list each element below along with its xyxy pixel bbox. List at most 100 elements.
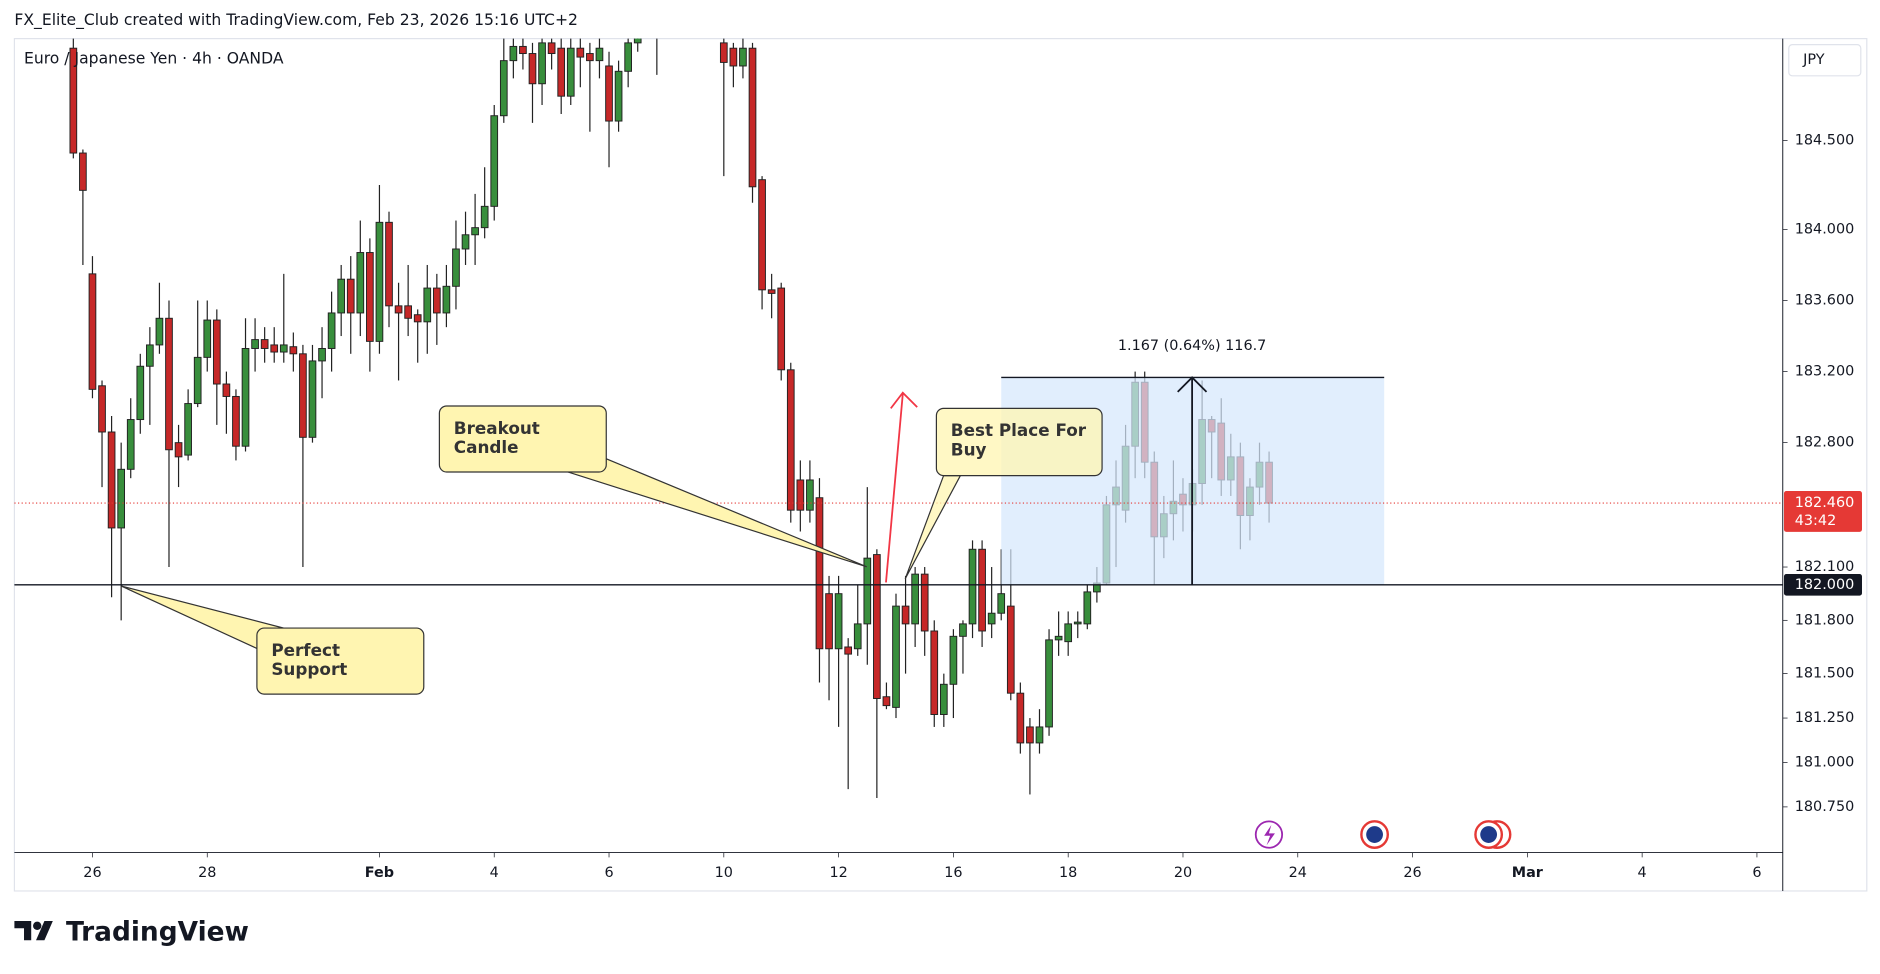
candle-body xyxy=(337,278,346,314)
x-tick-label: 12 xyxy=(829,865,847,881)
y-tick-label: 181.250 xyxy=(1795,710,1855,726)
candle-body xyxy=(289,346,298,355)
candle-body xyxy=(939,683,948,715)
last-price-badge xyxy=(1783,491,1862,532)
candle-body xyxy=(375,221,384,342)
callout-text: Perfect xyxy=(271,640,340,660)
candle-body xyxy=(777,287,786,371)
candle-body xyxy=(442,285,451,314)
candle-body xyxy=(327,312,336,349)
x-tick-label: 24 xyxy=(1289,865,1307,881)
candle-body xyxy=(968,548,977,625)
callout-text: Candle xyxy=(454,437,519,457)
candle-body xyxy=(834,593,843,650)
candle-body xyxy=(614,70,623,122)
candle-body xyxy=(959,623,967,637)
candle-body xyxy=(729,47,738,67)
candle-body xyxy=(873,554,881,699)
candle-body xyxy=(432,287,441,314)
candle-body xyxy=(471,227,479,236)
candle-body xyxy=(193,356,202,405)
drawings: 1.167 (0.64%) 116.7 182.460 43:42 182.000 Br… xyxy=(14,338,1862,695)
currency-button[interactable] xyxy=(1788,44,1862,77)
candle-body xyxy=(165,317,173,451)
candle-body xyxy=(538,42,546,85)
measure-arrowhead xyxy=(1177,376,1208,393)
y-tick-label: 181.500 xyxy=(1795,666,1855,682)
candle-body xyxy=(987,612,996,625)
x-tick-label: 4 xyxy=(1638,865,1647,881)
candle-body xyxy=(318,348,326,362)
candle-body xyxy=(1083,591,1092,625)
x-tick-label: 26 xyxy=(1403,865,1421,881)
candle-body xyxy=(308,360,317,438)
event-glyph xyxy=(1480,826,1498,843)
candle-body xyxy=(1064,623,1073,643)
callout-text: Buy xyxy=(951,439,987,459)
candle-body xyxy=(136,365,145,421)
candle-body xyxy=(739,47,747,67)
candle-body xyxy=(385,221,393,307)
event-glyph xyxy=(1264,824,1275,846)
candle-body xyxy=(719,42,728,63)
candle-body xyxy=(423,287,432,323)
candle-body xyxy=(806,479,814,511)
countdown: 43:42 xyxy=(1795,513,1836,529)
candle-body xyxy=(146,344,154,367)
x-tick-label: 20 xyxy=(1174,865,1192,881)
event-icons xyxy=(1254,820,1512,849)
logo-mark xyxy=(14,920,53,941)
candle-body xyxy=(748,47,757,188)
candle-body xyxy=(117,468,126,529)
candle-body xyxy=(767,289,776,294)
candle-body xyxy=(184,403,192,456)
candle-body xyxy=(863,557,872,625)
candle-body xyxy=(203,319,212,358)
candle-body xyxy=(853,623,862,650)
level-badge xyxy=(1783,573,1862,596)
candle-body xyxy=(270,344,279,353)
candle-body xyxy=(547,42,556,55)
candle-body xyxy=(241,348,250,447)
candle-body xyxy=(155,317,164,346)
candle-body xyxy=(528,53,537,85)
x-tick-label: Mar xyxy=(1512,865,1544,881)
candle-body xyxy=(978,548,986,632)
candle-body xyxy=(299,353,307,438)
candle-body xyxy=(480,205,489,229)
candle-body xyxy=(346,278,355,314)
candle-body xyxy=(758,179,766,291)
candle-body xyxy=(624,42,632,72)
currency[interactable]: JPY xyxy=(1802,52,1825,68)
callout-box xyxy=(935,407,1103,477)
candle-body xyxy=(557,47,566,97)
y-tick-label: 184.500 xyxy=(1795,133,1855,149)
chart-frame xyxy=(13,38,1868,892)
candle-body xyxy=(126,419,135,470)
candle-body xyxy=(1054,635,1063,641)
candle-body xyxy=(566,47,575,97)
candle-body xyxy=(79,152,87,191)
candle-body xyxy=(949,635,958,685)
candle-body xyxy=(107,431,116,529)
candle-body xyxy=(366,252,374,342)
candle-body xyxy=(251,339,259,349)
y-tick-label: 181.800 xyxy=(1795,612,1855,628)
candle-body xyxy=(174,442,183,458)
candle-body xyxy=(901,605,910,625)
y-tick-label: 182.800 xyxy=(1795,435,1855,451)
candle-body xyxy=(997,593,1006,614)
candle-body xyxy=(796,479,805,511)
candle-body xyxy=(892,605,900,708)
candle-body xyxy=(404,305,412,319)
symbol-title: Euro / Japanese Yen · 4h · OANDA xyxy=(24,50,284,68)
candle-body xyxy=(232,395,240,447)
x-tick-label: Feb xyxy=(365,865,394,881)
logo-dot xyxy=(33,921,42,930)
candle-body xyxy=(586,53,594,62)
candle-body xyxy=(88,273,97,390)
callout-text: Best Place For xyxy=(951,420,1087,440)
candle-body xyxy=(786,369,795,511)
x-tick-label: 18 xyxy=(1059,865,1077,881)
